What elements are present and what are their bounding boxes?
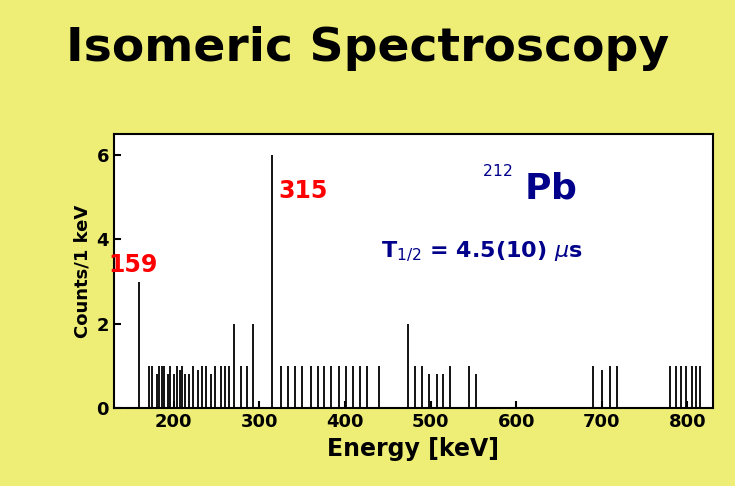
Text: 159: 159: [108, 253, 157, 278]
Text: T$_{1/2}$ = 4.5(10) $\mu$s: T$_{1/2}$ = 4.5(10) $\mu$s: [381, 240, 583, 264]
X-axis label: Energy [keV]: Energy [keV]: [327, 436, 500, 461]
Text: Isomeric Spectroscopy: Isomeric Spectroscopy: [66, 27, 669, 71]
Y-axis label: Counts/1 keV: Counts/1 keV: [73, 204, 91, 338]
Text: $^{212}$: $^{212}$: [481, 166, 512, 186]
Text: 315: 315: [279, 179, 328, 203]
Text: $\bf{Pb}$: $\bf{Pb}$: [524, 172, 577, 206]
